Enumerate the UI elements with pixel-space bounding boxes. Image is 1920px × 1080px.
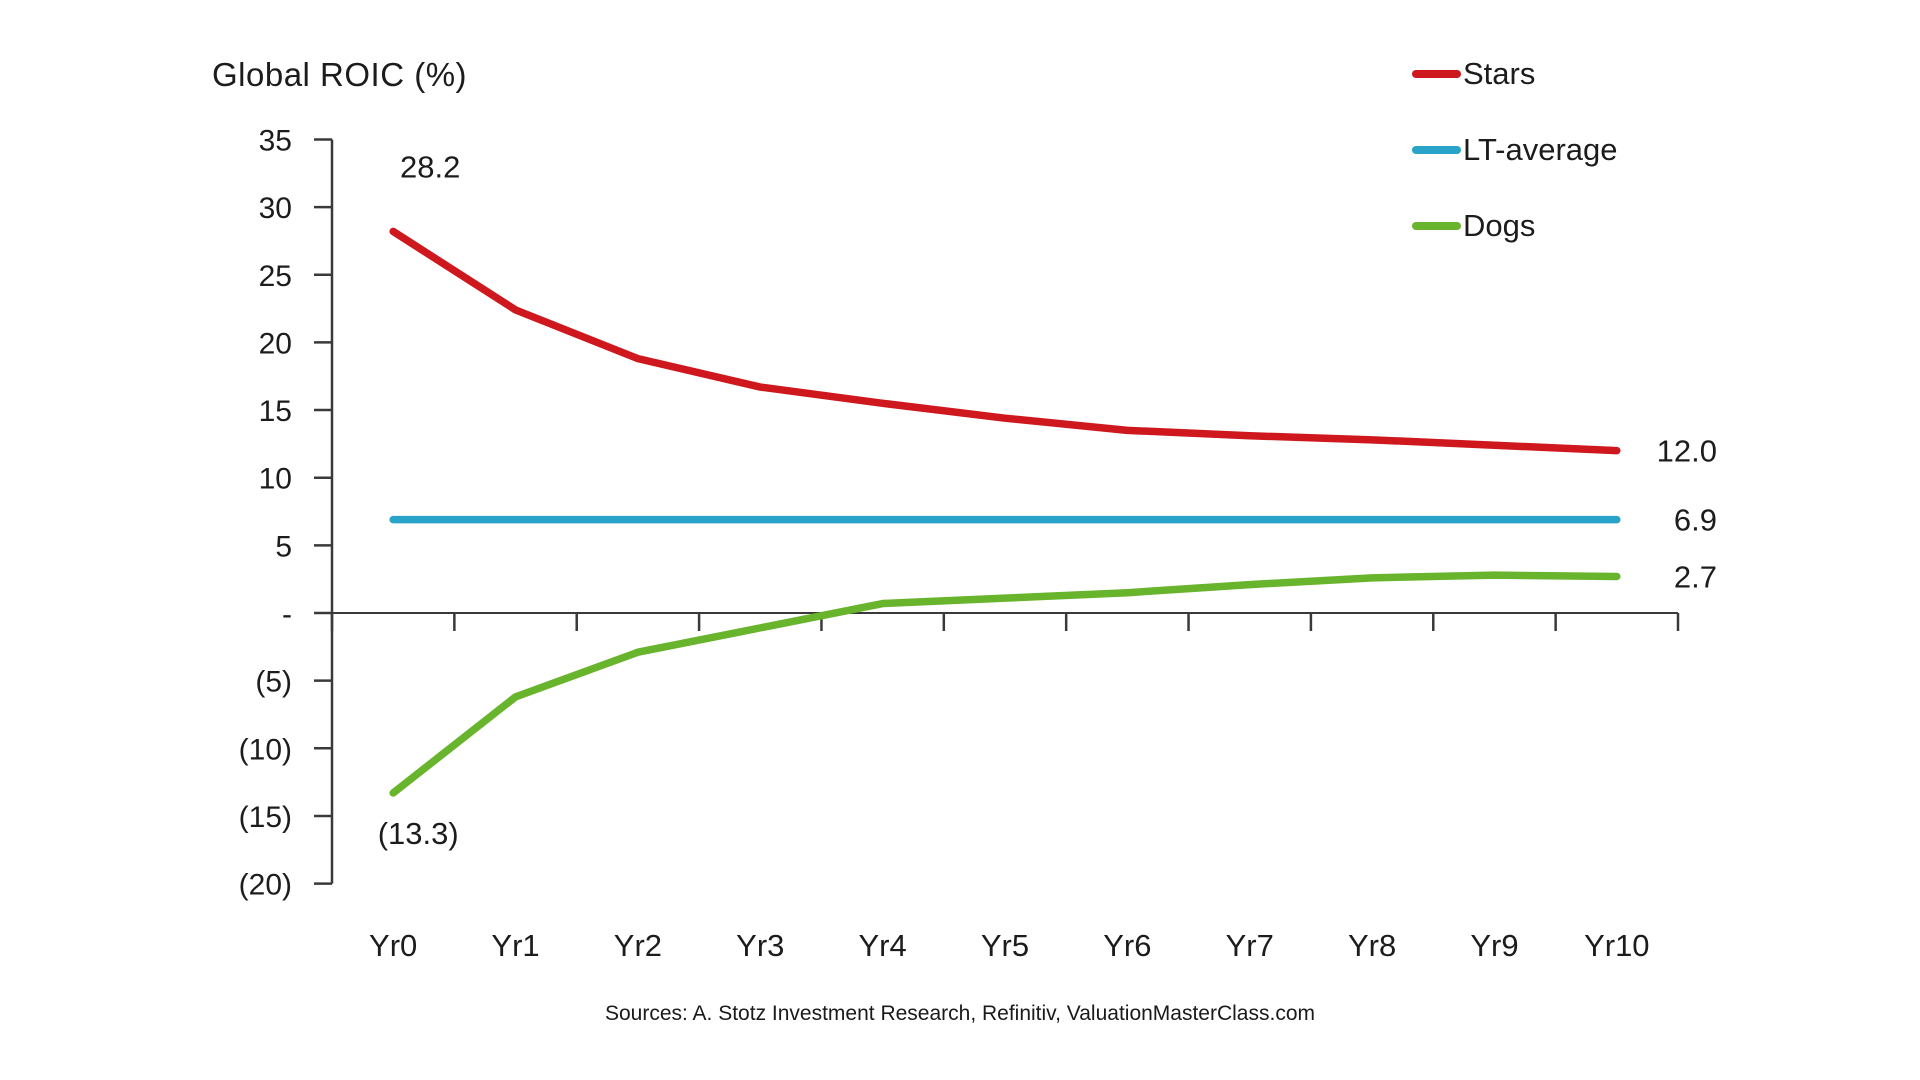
x-axis-category-label: Yr9 bbox=[1470, 928, 1518, 963]
y-axis-tick-label: 20 bbox=[259, 327, 292, 360]
legend-label-dogs: Dogs bbox=[1463, 208, 1536, 243]
legend-line-swatch-stars bbox=[1412, 70, 1461, 78]
legend-label-stars: Stars bbox=[1463, 56, 1536, 91]
y-axis-tick-label: 5 bbox=[275, 530, 292, 563]
x-axis-category-label: Yr8 bbox=[1348, 928, 1396, 963]
series-start-value-label-stars: 28.2 bbox=[400, 149, 460, 184]
x-axis-category-label: Yr2 bbox=[614, 928, 662, 963]
series-line-stars bbox=[389, 227, 1621, 455]
y-axis-tick-label: (10) bbox=[239, 733, 292, 766]
legend-item-lt-average: LT-average bbox=[1412, 131, 1618, 169]
sources-caption: Sources: A. Stotz Investment Research, R… bbox=[604, 1002, 1315, 1025]
x-axis-category-label: Yr5 bbox=[981, 928, 1029, 963]
series-end-value-label-dogs: 2.7 bbox=[1674, 559, 1717, 594]
x-axis-category-label: Yr4 bbox=[859, 928, 907, 963]
series-line-dogs bbox=[389, 571, 1621, 797]
y-axis-tick-label: 35 bbox=[259, 124, 292, 157]
y-axis-tick-label: (5) bbox=[255, 666, 292, 699]
x-axis-category-label: Yr6 bbox=[1103, 928, 1151, 963]
x-axis-category-label: Yr10 bbox=[1584, 928, 1649, 963]
y-axis-tick-label: 25 bbox=[259, 260, 292, 293]
series-start-value-label-dogs: (13.3) bbox=[378, 816, 459, 851]
series-end-value-label-stars: 12.0 bbox=[1657, 434, 1717, 469]
legend-item-stars: Stars bbox=[1412, 55, 1535, 93]
x-axis-category-label: Yr3 bbox=[736, 928, 784, 963]
y-axis-tick-label: (15) bbox=[239, 801, 292, 834]
x-axis-category-label: Yr7 bbox=[1226, 928, 1274, 963]
x-axis-category-label: Yr1 bbox=[491, 928, 539, 963]
legend-label-lt-average: LT-average bbox=[1463, 132, 1618, 167]
legend-line-swatch-lt-average bbox=[1412, 146, 1461, 154]
y-axis-tick-label: (20) bbox=[239, 869, 292, 902]
x-axis-category-label: Yr0 bbox=[369, 928, 417, 963]
y-axis-tick-label: - bbox=[282, 598, 292, 631]
y-axis-tick-label: 15 bbox=[259, 395, 292, 428]
series-end-value-label-lt-average: 6.9 bbox=[1674, 503, 1717, 538]
legend-item-dogs: Dogs bbox=[1412, 207, 1535, 245]
y-axis-tick-label: 30 bbox=[259, 192, 292, 225]
chart-title: Global ROIC (%) bbox=[212, 56, 468, 93]
y-axis-tick-label: 10 bbox=[259, 463, 292, 496]
legend-line-swatch-dogs bbox=[1412, 222, 1461, 230]
